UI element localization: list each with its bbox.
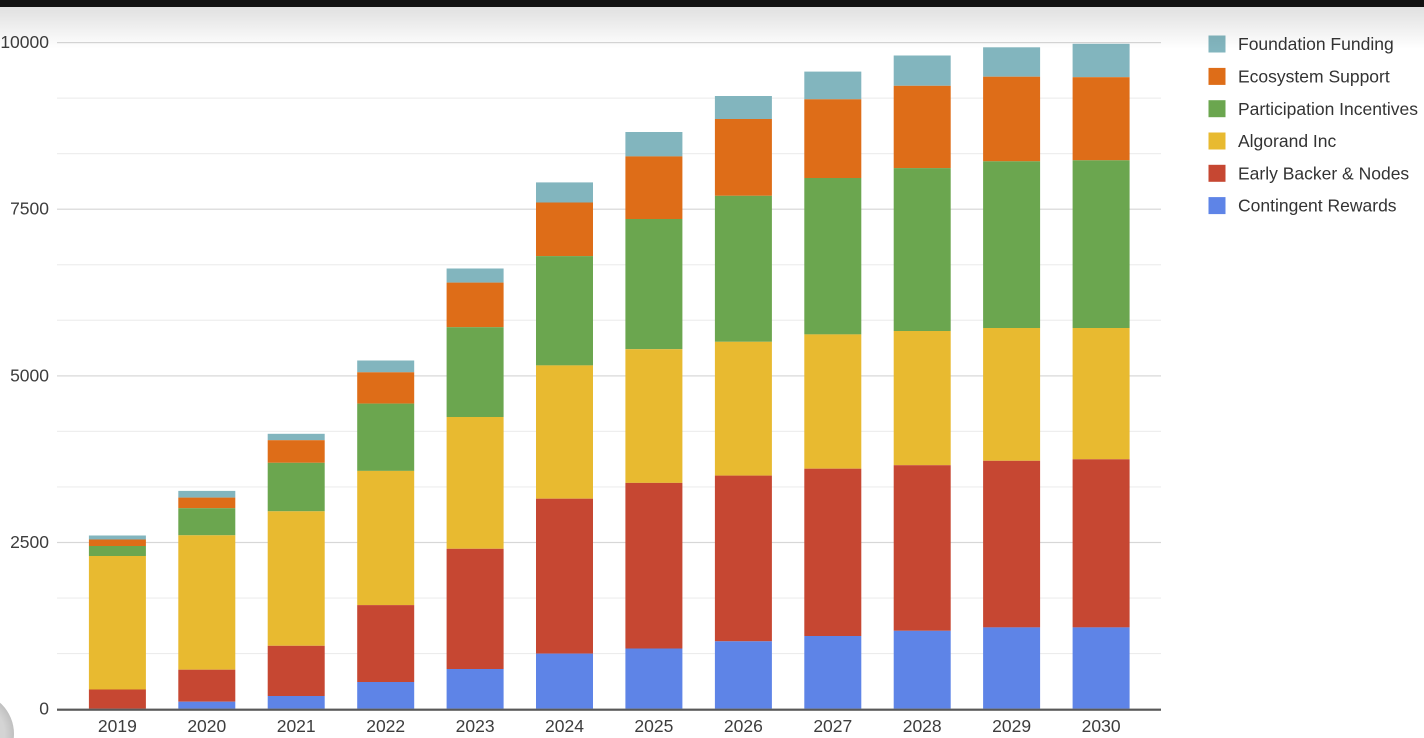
svg-text:10000: 10000 — [0, 32, 49, 52]
svg-text:2030: 2030 — [1082, 716, 1121, 736]
svg-text:2026: 2026 — [724, 716, 763, 736]
svg-text:2024: 2024 — [545, 716, 584, 736]
svg-text:0: 0 — [39, 699, 49, 719]
svg-text:2020: 2020 — [187, 716, 226, 736]
svg-text:Contingent Rewards: Contingent Rewards — [1238, 196, 1397, 216]
svg-text:Algorand Inc: Algorand Inc — [1238, 131, 1337, 151]
svg-text:2029: 2029 — [992, 716, 1031, 736]
svg-text:Foundation Funding: Foundation Funding — [1238, 34, 1394, 54]
svg-text:2023: 2023 — [456, 716, 495, 736]
svg-text:2021: 2021 — [277, 716, 316, 736]
svg-text:Ecosystem Support: Ecosystem Support — [1238, 67, 1390, 87]
svg-text:2022: 2022 — [366, 716, 405, 736]
svg-text:2028: 2028 — [903, 716, 942, 736]
svg-text:2019: 2019 — [98, 716, 137, 736]
svg-text:2027: 2027 — [813, 716, 852, 736]
svg-text:Early Backer & Nodes: Early Backer & Nodes — [1238, 163, 1409, 183]
svg-text:7500: 7500 — [10, 199, 49, 219]
svg-text:Participation Incentives: Participation Incentives — [1238, 99, 1418, 119]
svg-text:5000: 5000 — [10, 365, 49, 385]
svg-text:2500: 2500 — [10, 532, 49, 552]
svg-text:2025: 2025 — [634, 716, 673, 736]
